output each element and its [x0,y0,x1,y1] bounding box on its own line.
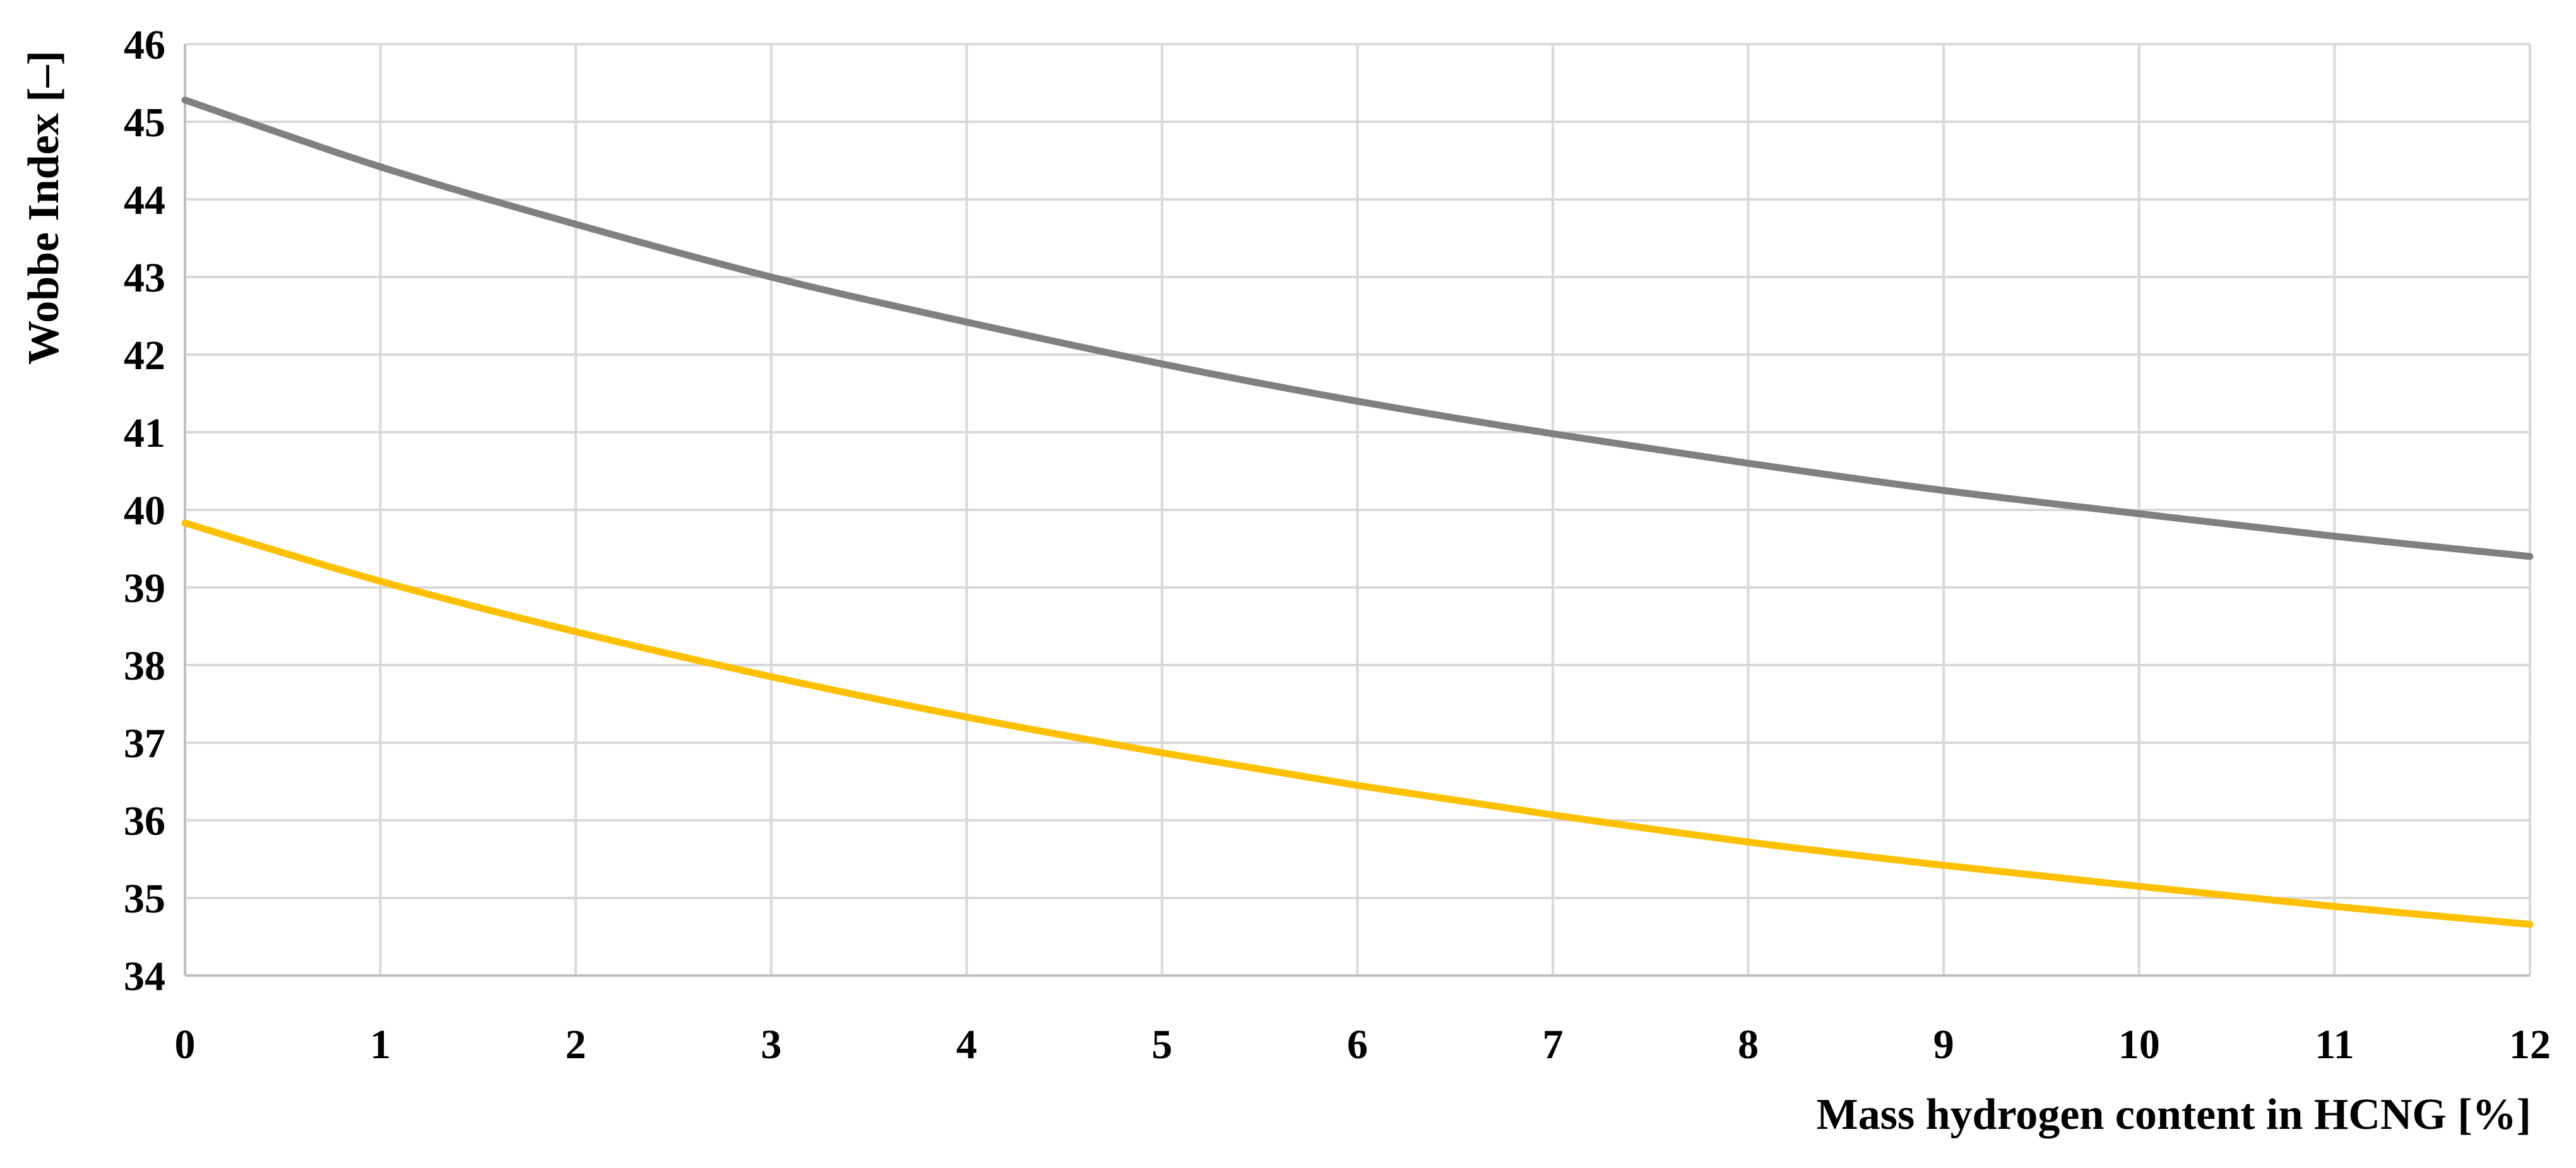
axis-layer [184,44,2530,977]
y-tick-label: 42 [124,333,165,379]
y-tick-label: 37 [124,721,165,767]
x-tick-label: 0 [175,1022,196,1068]
x-tick-label: 6 [1347,1022,1368,1068]
y-tick-label: 38 [124,643,165,689]
y-tick-label: 44 [124,177,165,223]
grid-layer [185,43,2531,976]
y-tick-label: 34 [124,953,165,1000]
x-tick-label: 2 [566,1022,586,1068]
y-tick-label: 36 [124,798,165,844]
y-tick-label: 35 [124,876,165,922]
y-axis-title: Wobbe Index [–] [20,50,68,365]
x-tick-label: 12 [2509,1022,2551,1068]
x-tick-label: 5 [1151,1022,1172,1068]
x-tick-label: 4 [956,1022,977,1068]
x-tick-label: 11 [2315,1022,2354,1068]
y-tick-label: 40 [124,488,165,534]
y-tick-label: 45 [124,100,165,146]
x-tick-label: 9 [1933,1022,1954,1068]
x-tick-label: 3 [761,1022,781,1068]
series-layer [181,97,2534,928]
y-tick-label: 46 [124,22,165,68]
y-tick-label: 43 [124,255,165,301]
series-line-1 [181,97,2534,560]
x-axis-title: Mass hydrogen content in HCNG [%] [1817,1090,2531,1139]
x-tick-label: 7 [1543,1022,1564,1068]
x-tick-label: 1 [370,1022,391,1068]
y-tick-label: 39 [124,565,165,611]
x-tick-label: 8 [1738,1022,1759,1068]
y-tick-label: 41 [124,410,165,456]
x-tick-label: 10 [2118,1022,2160,1068]
series-line-2 [181,519,2534,928]
